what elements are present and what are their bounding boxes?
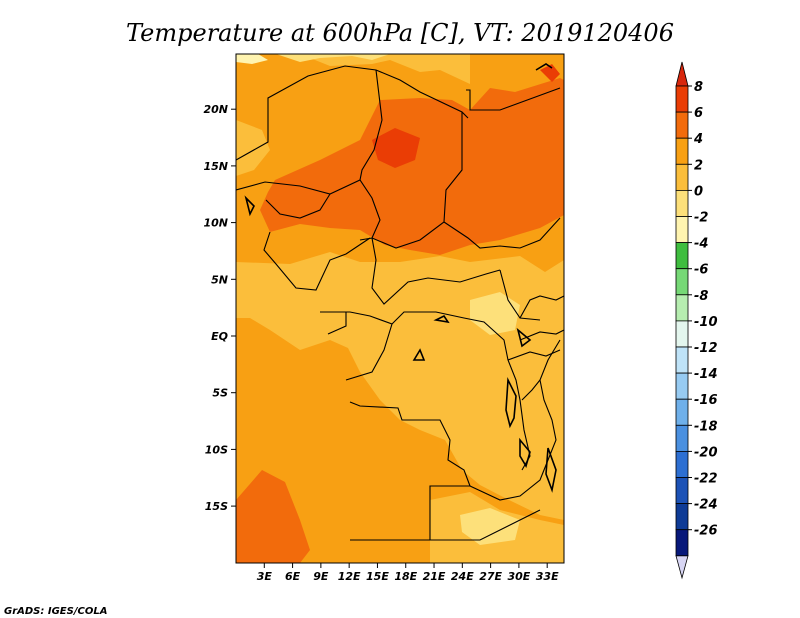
colorbar-label: 2 bbox=[694, 158, 703, 173]
colorbar-label: -12 bbox=[694, 341, 718, 356]
colorbar-label: -8 bbox=[694, 289, 708, 304]
colorbar-segment bbox=[675, 529, 689, 557]
colorbar-segment bbox=[675, 424, 689, 452]
colorbar-segment bbox=[675, 137, 689, 165]
mild-region-west-coast bbox=[236, 120, 270, 176]
longitude-tick-label: 21E bbox=[423, 570, 446, 583]
mild-region-north bbox=[236, 54, 470, 84]
colorbar-label: -6 bbox=[694, 263, 708, 278]
colorbar-label: -26 bbox=[694, 524, 718, 539]
colorbar-segment bbox=[675, 268, 689, 296]
colorbar-label: -22 bbox=[694, 472, 718, 487]
colorbar-label: 0 bbox=[694, 184, 703, 199]
colorbar-label: -24 bbox=[694, 498, 718, 513]
warm-region-southwest bbox=[236, 470, 310, 563]
colorbar-label: 4 bbox=[693, 132, 703, 147]
map-frame bbox=[235, 53, 565, 564]
latitude-tick-label: 10S bbox=[205, 443, 228, 456]
latitude-tick-label: 5S bbox=[212, 387, 228, 400]
longitude-tick-label: 33E bbox=[536, 570, 559, 583]
colorbar-segment bbox=[675, 242, 689, 270]
colorbar-label: 6 bbox=[694, 106, 703, 121]
longitude-axis: 3E 6E 9E 12E 15E 18E 21E 24E 27E 30E 33E bbox=[257, 563, 559, 583]
cool-region-north bbox=[236, 54, 390, 62]
colorbar-segment bbox=[675, 398, 689, 426]
colorbar-segment bbox=[675, 163, 689, 191]
latitude-tick-label: EQ bbox=[211, 330, 228, 343]
colorbar-label: -14 bbox=[694, 367, 718, 382]
colorbar-label: -4 bbox=[694, 237, 708, 252]
cool-patch-south bbox=[460, 508, 520, 545]
colorbar-label: -16 bbox=[694, 393, 718, 408]
longitude-tick-label: 18E bbox=[394, 570, 417, 583]
colorbar-segment bbox=[675, 320, 689, 348]
cool-patch-east bbox=[470, 292, 520, 335]
cold-region-northwest bbox=[236, 54, 268, 64]
colorbar: 8 6 4 2 0 -2 -4 -6 -8 -10 -12 -14 -16 -18 -20 -22 -24 -26 bbox=[675, 61, 718, 580]
colorbar-segment bbox=[675, 477, 689, 505]
colorbar-segment bbox=[675, 294, 689, 322]
colorbar-segment bbox=[675, 372, 689, 400]
latitude-tick-label: 15S bbox=[205, 500, 228, 513]
colorbar-top-arrow bbox=[675, 61, 689, 87]
longitude-tick-label: 24E bbox=[451, 570, 474, 583]
country-borders bbox=[236, 65, 564, 541]
colorbar-label: 8 bbox=[694, 80, 703, 95]
warm-region-sahel bbox=[260, 78, 564, 255]
colorbar-segment bbox=[675, 111, 689, 139]
latitude-tick-label: 15N bbox=[203, 160, 228, 173]
colorbar-segment bbox=[675, 450, 689, 478]
latitude-axis: 20N 15N 10N 5N EQ 5S 10S 15S bbox=[203, 103, 236, 513]
colorbar-segment bbox=[675, 216, 689, 244]
hot-region-northeast bbox=[540, 64, 560, 82]
latitude-tick-label: 5N bbox=[211, 273, 228, 286]
hot-region-sahara bbox=[372, 128, 420, 168]
longitude-tick-label: 27E bbox=[479, 570, 502, 583]
longitude-tick-label: 3E bbox=[257, 570, 273, 583]
grads-credit: GrADS: IGES/COLA bbox=[4, 606, 107, 617]
longitude-tick-label: 15E bbox=[366, 570, 389, 583]
colorbar-label: -10 bbox=[694, 315, 718, 330]
colorbar-segment bbox=[675, 85, 689, 113]
lake-outlines bbox=[244, 63, 557, 493]
latitude-tick-label: 20N bbox=[203, 103, 228, 116]
longitude-tick-label: 9E bbox=[313, 570, 329, 583]
colorbar-label: -2 bbox=[694, 211, 708, 226]
colorbar-segment bbox=[675, 503, 689, 531]
longitude-tick-label: 6E bbox=[285, 570, 301, 583]
longitude-tick-label: 30E bbox=[507, 570, 530, 583]
latitude-tick-label: 10N bbox=[203, 217, 228, 230]
colorbar-label: -18 bbox=[694, 419, 718, 434]
colorbar-segment bbox=[675, 346, 689, 374]
colorbar-segment bbox=[675, 189, 689, 217]
longitude-tick-label: 12E bbox=[338, 570, 361, 583]
colorbar-label: -20 bbox=[694, 445, 718, 460]
colorbar-bottom-arrow bbox=[675, 555, 689, 580]
map-title: Temperature at 600hPa [C], VT: 201912040… bbox=[126, 19, 674, 47]
map-panel bbox=[236, 54, 564, 563]
